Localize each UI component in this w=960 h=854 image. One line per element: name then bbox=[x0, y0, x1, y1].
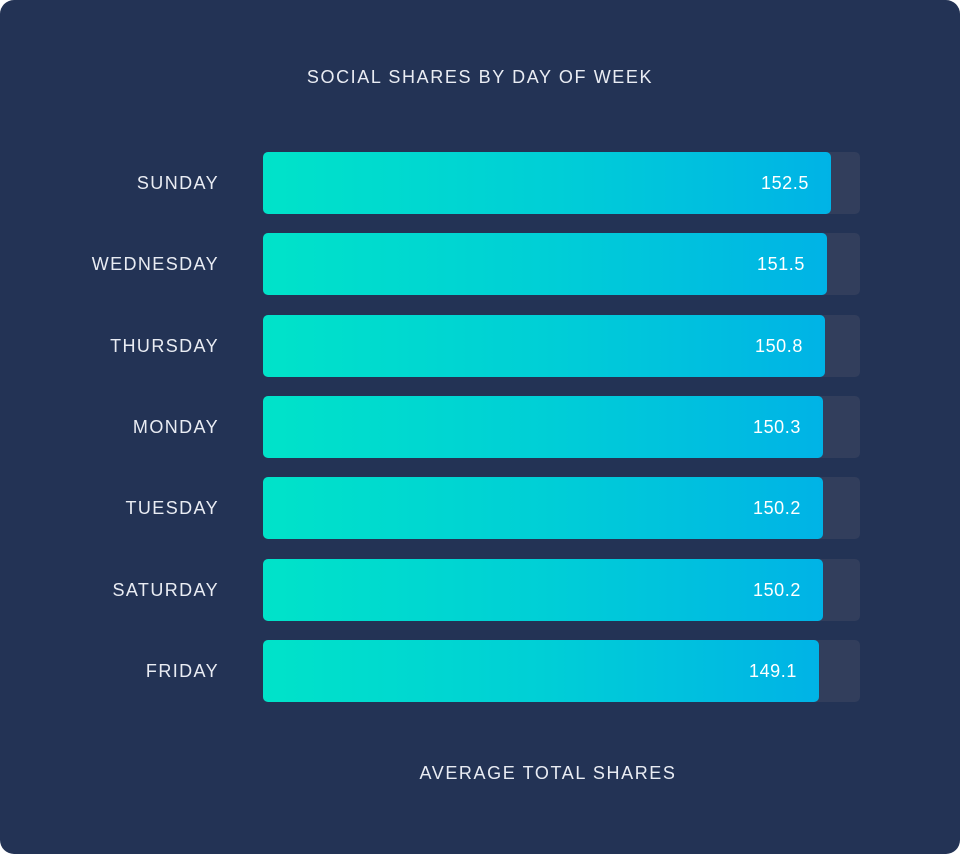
category-label: SATURDAY bbox=[112, 580, 219, 600]
bar: 150.8 bbox=[263, 315, 825, 377]
category-label: THURSDAY bbox=[110, 336, 219, 356]
bar-track: 149.1 bbox=[263, 640, 860, 702]
category-label: TUESDAY bbox=[125, 498, 219, 518]
chart-title: SOCIAL SHARES BY DAY OF WEEK bbox=[306, 67, 654, 87]
bar-row-monday: MONDAY 150.3 bbox=[0, 396, 960, 458]
category-label: WEDNESDAY bbox=[91, 254, 219, 274]
bar: 152.5 bbox=[263, 152, 831, 214]
bar-row-tuesday: TUESDAY 150.2 bbox=[0, 477, 960, 539]
bar-track: 152.5 bbox=[263, 152, 860, 214]
bar: 150.3 bbox=[263, 396, 823, 458]
category-label: SUNDAY bbox=[136, 173, 219, 193]
bar-value-label: 150.3 bbox=[752, 417, 801, 437]
bar: 150.2 bbox=[263, 559, 823, 621]
bar-row-wednesday: WEDNESDAY 151.5 bbox=[0, 233, 960, 295]
bar-value-label: 150.2 bbox=[752, 580, 801, 600]
bar-value-label: 150.8 bbox=[754, 336, 803, 356]
bar-track: 150.3 bbox=[263, 396, 860, 458]
bar-track: 150.2 bbox=[263, 559, 860, 621]
bar-value-label: 151.5 bbox=[756, 254, 805, 274]
bar-track: 150.8 bbox=[263, 315, 860, 377]
bar: 151.5 bbox=[263, 233, 827, 295]
bar-value-label: 149.1 bbox=[748, 661, 797, 681]
bar-track: 150.2 bbox=[263, 477, 860, 539]
bar-value-label: 152.5 bbox=[760, 173, 809, 193]
bar-row-saturday: SATURDAY 150.2 bbox=[0, 559, 960, 621]
category-label: FRIDAY bbox=[145, 661, 219, 681]
bar-row-sunday: SUNDAY 152.5 bbox=[0, 152, 960, 214]
bar-row-thursday: THURSDAY 150.8 bbox=[0, 315, 960, 377]
bar-track: 151.5 bbox=[263, 233, 860, 295]
x-axis-label: AVERAGE TOTAL SHARES bbox=[419, 763, 677, 783]
bar-value-label: 150.2 bbox=[752, 498, 801, 518]
bar: 150.2 bbox=[263, 477, 823, 539]
bar: 149.1 bbox=[263, 640, 819, 702]
bar-row-friday: FRIDAY 149.1 bbox=[0, 640, 960, 702]
category-label: MONDAY bbox=[132, 417, 219, 437]
